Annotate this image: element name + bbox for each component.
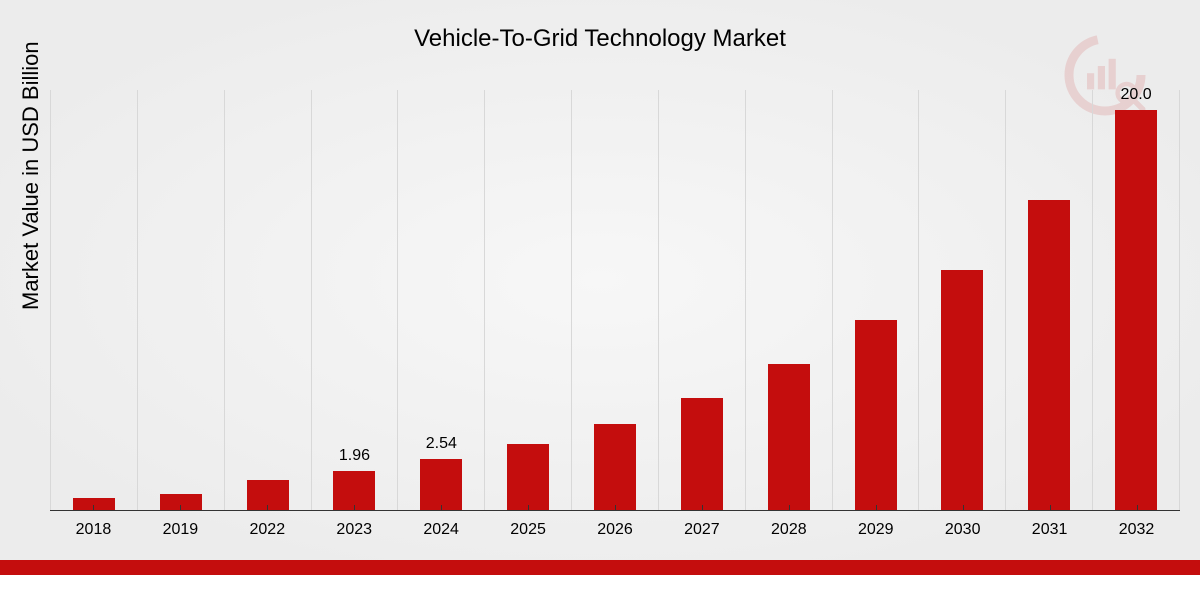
bar [1028, 200, 1070, 510]
bar-slot: 1.96 [311, 90, 398, 510]
chart-title: Vehicle-To-Grid Technology Market [0, 25, 1200, 53]
bar [941, 270, 983, 510]
bar-slot: 20.0 [1092, 90, 1180, 510]
x-tick-label: 2022 [224, 511, 311, 550]
chart-background: Vehicle-To-Grid Technology Market Market… [0, 0, 1200, 560]
x-tick-label: 2024 [398, 511, 485, 550]
bar-slot [918, 90, 1005, 510]
bar [594, 424, 636, 510]
x-tick-label: 2027 [658, 511, 745, 550]
bar-slot [484, 90, 571, 510]
bar [681, 398, 723, 510]
bars-container: 1.96 2.54 20.0 [50, 90, 1180, 510]
x-tick-label: 2032 [1093, 511, 1180, 550]
x-tick-label: 2025 [485, 511, 572, 550]
bar-slot [1005, 90, 1092, 510]
x-tick-label: 2028 [745, 511, 832, 550]
footer-white-bar [0, 575, 1200, 600]
x-tick-label: 2023 [311, 511, 398, 550]
x-tick-label: 2029 [832, 511, 919, 550]
x-axis: 2018201920222023202420252026202720282029… [50, 510, 1180, 550]
x-tick-label: 2019 [137, 511, 224, 550]
bar-value-label: 1.96 [339, 447, 370, 465]
bar: 20.0 [1115, 110, 1157, 510]
bar [507, 444, 549, 510]
bar-slot [137, 90, 224, 510]
bar-slot [745, 90, 832, 510]
bar [855, 320, 897, 510]
bar-slot: 2.54 [397, 90, 484, 510]
bar-slot [571, 90, 658, 510]
y-axis-label: Market Value in USD Billion [18, 41, 44, 310]
bar-slot [224, 90, 311, 510]
x-tick-label: 2030 [919, 511, 1006, 550]
x-tick-label: 2031 [1006, 511, 1093, 550]
bar-slot [832, 90, 919, 510]
bar-slot [658, 90, 745, 510]
footer-accent-bar [0, 560, 1200, 575]
plot-area: 1.96 2.54 20.0 [50, 90, 1180, 510]
bar-value-label: 20.0 [1120, 86, 1151, 104]
bar-slot [50, 90, 137, 510]
bar [768, 364, 810, 510]
x-tick-label: 2018 [50, 511, 137, 550]
bar-value-label: 2.54 [426, 435, 457, 453]
bar: 2.54 [420, 459, 462, 510]
x-tick-label: 2026 [572, 511, 659, 550]
